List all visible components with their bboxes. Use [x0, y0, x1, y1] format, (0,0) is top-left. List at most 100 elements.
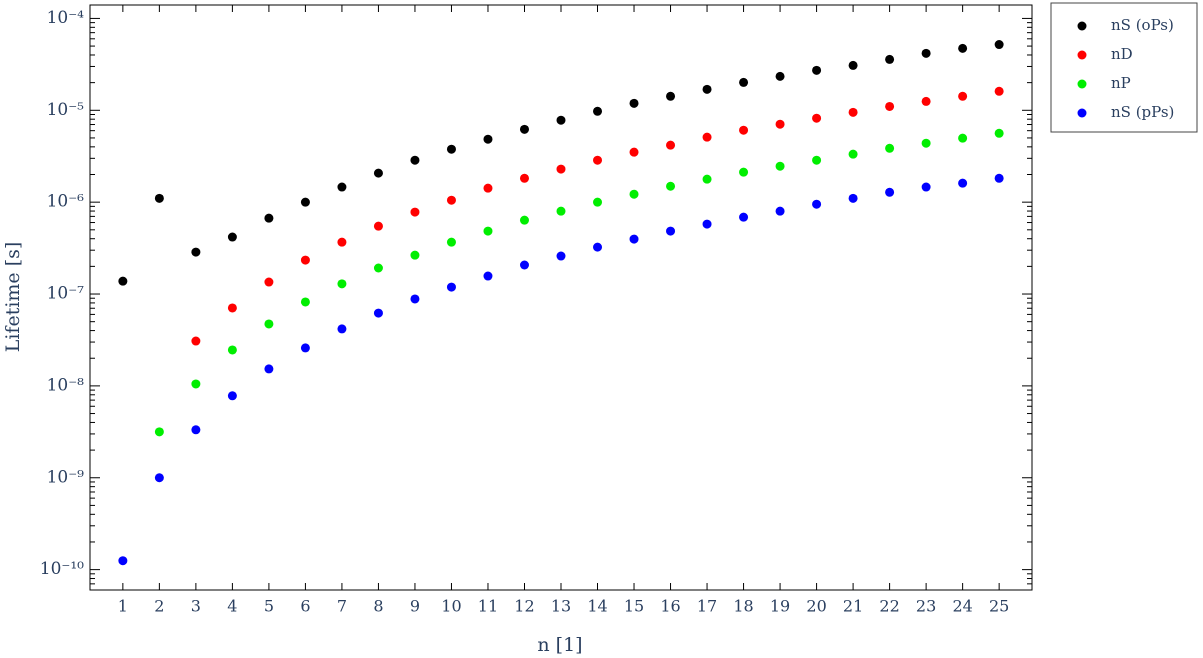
x-tick-label: 20 [806, 597, 826, 616]
point [264, 319, 274, 329]
point [812, 65, 822, 75]
point [118, 276, 128, 286]
point [812, 155, 822, 165]
x-tick-label: 24 [952, 597, 972, 616]
legend-label: nS (oPs) [1111, 16, 1174, 34]
point [739, 125, 749, 135]
point [812, 199, 822, 209]
x-tick-label: 17 [697, 597, 717, 616]
plot-frame [89, 4, 1033, 591]
point [410, 155, 420, 165]
point [410, 294, 420, 304]
point [848, 149, 858, 159]
point [994, 128, 1004, 138]
point [739, 167, 749, 177]
point [775, 71, 785, 81]
point [373, 168, 383, 178]
point [556, 206, 566, 216]
point [519, 260, 529, 270]
point [666, 226, 676, 236]
point [556, 115, 566, 125]
x-tick-label: 12 [514, 597, 534, 616]
point [629, 189, 639, 199]
point [264, 277, 274, 287]
y-tick-label: 10⁻⁷ [47, 284, 85, 304]
point [629, 147, 639, 157]
x-tick-label: 15 [624, 597, 644, 616]
point [775, 119, 785, 129]
point [775, 206, 785, 216]
x-tick-label: 14 [587, 597, 607, 616]
point [446, 195, 456, 205]
point [154, 427, 164, 437]
point [227, 232, 237, 242]
point [446, 144, 456, 154]
point [154, 193, 164, 203]
point [885, 143, 895, 153]
point [519, 124, 529, 134]
point [921, 48, 931, 58]
y-axis-label: Lifetime [s] [2, 242, 24, 353]
point [410, 250, 420, 260]
point [739, 77, 749, 87]
point [300, 297, 310, 307]
x-tick-label: 9 [410, 597, 420, 616]
x-tick-label: 6 [300, 597, 310, 616]
point [629, 98, 639, 108]
point [446, 237, 456, 247]
point [227, 303, 237, 313]
point [519, 215, 529, 225]
legend-marker [1077, 108, 1087, 118]
point [337, 324, 347, 334]
x-tick-label: 22 [879, 597, 899, 616]
x-tick-label: 8 [373, 597, 383, 616]
y-tick-label: 10⁻⁶ [47, 192, 85, 212]
x-tick-label: 21 [843, 597, 863, 616]
point [848, 60, 858, 70]
x-tick-label: 25 [989, 597, 1009, 616]
x-tick-label: 10 [441, 597, 461, 616]
point [958, 178, 968, 188]
point [264, 364, 274, 374]
point [666, 181, 676, 191]
point [812, 113, 822, 123]
legend-label: nD [1111, 45, 1133, 63]
point [921, 138, 931, 148]
x-tick-label: 11 [478, 597, 498, 616]
point [300, 197, 310, 207]
point [300, 255, 310, 265]
point [373, 263, 383, 273]
point [154, 473, 164, 483]
x-tick-label: 13 [551, 597, 571, 616]
x-tick-label: 18 [733, 597, 753, 616]
x-tick-label: 4 [227, 597, 237, 616]
legend-marker [1077, 21, 1087, 31]
point [519, 173, 529, 183]
point [848, 193, 858, 203]
legend-label: nS (pPs) [1111, 103, 1174, 121]
point [885, 101, 895, 111]
point [702, 219, 712, 229]
point [337, 279, 347, 289]
x-tick-label: 16 [660, 597, 680, 616]
point [264, 213, 274, 223]
x-tick-label: 23 [916, 597, 936, 616]
legend-marker [1077, 50, 1087, 60]
point [191, 247, 201, 257]
point [994, 86, 1004, 96]
x-axis-label: n [1] [537, 634, 582, 656]
point [191, 425, 201, 435]
y-tick-label: 10⁻⁸ [47, 375, 85, 395]
point [373, 221, 383, 231]
point [556, 164, 566, 174]
point [775, 161, 785, 171]
point [483, 271, 493, 281]
point [958, 91, 968, 101]
point [921, 96, 931, 106]
point [446, 282, 456, 292]
point [885, 54, 895, 64]
point [483, 226, 493, 236]
legend-marker [1077, 79, 1087, 89]
x-tick-label: 19 [770, 597, 790, 616]
point [556, 251, 566, 261]
